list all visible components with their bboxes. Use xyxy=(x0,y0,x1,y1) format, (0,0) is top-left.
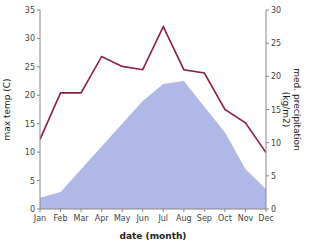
y2-tick: 25 xyxy=(266,39,281,48)
y-tick-mark xyxy=(37,123,40,124)
y-tick-label: 20 xyxy=(25,91,35,100)
x-tick-label: Dec xyxy=(258,214,273,223)
y2-tick: 10 xyxy=(266,139,281,148)
y-tick-mark xyxy=(37,180,40,181)
y-tick-mark xyxy=(37,95,40,96)
y-tick: 30 xyxy=(25,34,40,43)
y-tick-label: 30 xyxy=(25,34,35,43)
y2-tick-mark xyxy=(266,175,269,176)
x-tick-label: Apr xyxy=(95,214,110,223)
y2-tick: 15 xyxy=(266,106,281,115)
x-tick: Sep xyxy=(197,209,212,223)
y-tick: 15 xyxy=(25,120,40,129)
y-tick-mark xyxy=(37,152,40,153)
y2-tick-mark xyxy=(266,109,269,110)
x-tick-label: Aug xyxy=(176,214,192,223)
y-tick-label: 5 xyxy=(30,177,35,186)
y2-tick-mark xyxy=(266,10,269,11)
y2-tick-label: 5 xyxy=(271,172,276,181)
y-tick-label: 25 xyxy=(25,63,35,72)
x-tick-mark xyxy=(204,209,205,212)
x-tick-mark xyxy=(142,209,143,212)
x-tick-label: Feb xyxy=(53,214,67,223)
x-tick: Nov xyxy=(238,209,254,223)
y-tick: 10 xyxy=(25,148,40,157)
y2-tick-mark xyxy=(266,76,269,77)
y2-axis-label: med. precipitation(kg/m2) xyxy=(281,68,302,150)
y-tick-label: 35 xyxy=(25,6,35,15)
y2-axis-label-line: (kg/m2) xyxy=(281,92,291,127)
x-tick: Oct xyxy=(218,209,232,223)
x-tick-mark xyxy=(81,209,82,212)
x-tick-label: Nov xyxy=(238,214,254,223)
x-tick-label: May xyxy=(114,214,131,223)
x-tick-mark xyxy=(183,209,184,212)
x-axis-label: date (month) xyxy=(120,231,187,241)
x-axis-line xyxy=(40,209,266,210)
y-tick-mark xyxy=(37,10,40,11)
precip-line xyxy=(40,27,266,153)
y-tick-mark xyxy=(37,209,40,210)
y2-tick-label: 0 xyxy=(271,205,276,214)
x-tick-mark xyxy=(224,209,225,212)
y-tick: 25 xyxy=(25,63,40,72)
x-tick-mark xyxy=(101,209,102,212)
y2-tick: 30 xyxy=(266,6,281,15)
x-tick-label: Jun xyxy=(135,214,149,223)
x-tick: May xyxy=(114,209,131,223)
y-axis-label: max temp (C) xyxy=(2,78,12,140)
y2-tick-label: 30 xyxy=(271,6,281,15)
y2-tick-label: 10 xyxy=(271,139,281,148)
y-tick: 35 xyxy=(25,6,40,15)
y2-tick: 20 xyxy=(266,72,281,81)
y-tick: 20 xyxy=(25,91,40,100)
x-tick: Aug xyxy=(176,209,192,223)
x-tick-mark xyxy=(60,209,61,212)
x-tick-label: Jan xyxy=(33,214,46,223)
x-tick-label: Jul xyxy=(157,214,168,223)
x-tick-mark xyxy=(163,209,164,212)
x-tick-label: Oct xyxy=(218,214,232,223)
y-tick-label: 10 xyxy=(25,148,35,157)
y-axis-line xyxy=(40,10,41,209)
y2-tick-label: 25 xyxy=(271,39,281,48)
y2-axis-label-line: med. precipitation xyxy=(292,68,302,150)
y2-tick: 0 xyxy=(266,205,276,214)
y2-tick-mark xyxy=(266,209,269,210)
y2-tick-mark xyxy=(266,142,269,143)
y-tick: 5 xyxy=(30,177,40,186)
y-tick-label: 15 xyxy=(25,120,35,129)
y-tick-mark xyxy=(37,38,40,39)
plot-area xyxy=(40,27,266,209)
x-tick-label: Mar xyxy=(74,214,90,223)
chart: JanFebMarAprMayJunJulAugSepOctNovDec0510… xyxy=(0,0,318,247)
y2-tick: 5 xyxy=(266,172,276,181)
y-tick: 0 xyxy=(30,205,40,214)
x-tick: Jun xyxy=(135,209,149,223)
y-tick-label: 0 xyxy=(30,205,35,214)
y-tick-mark xyxy=(37,66,40,67)
y2-tick-label: 15 xyxy=(271,106,281,115)
x-tick: Feb xyxy=(53,209,67,223)
x-tick-label: Sep xyxy=(197,214,212,223)
x-tick: Jul xyxy=(157,209,168,223)
y2-tick-mark xyxy=(266,43,269,44)
temp-area xyxy=(40,81,266,209)
x-tick-mark xyxy=(122,209,123,212)
x-tick: Mar xyxy=(74,209,90,223)
x-tick-mark xyxy=(245,209,246,212)
y2-tick-label: 20 xyxy=(271,72,281,81)
x-tick: Apr xyxy=(95,209,110,223)
